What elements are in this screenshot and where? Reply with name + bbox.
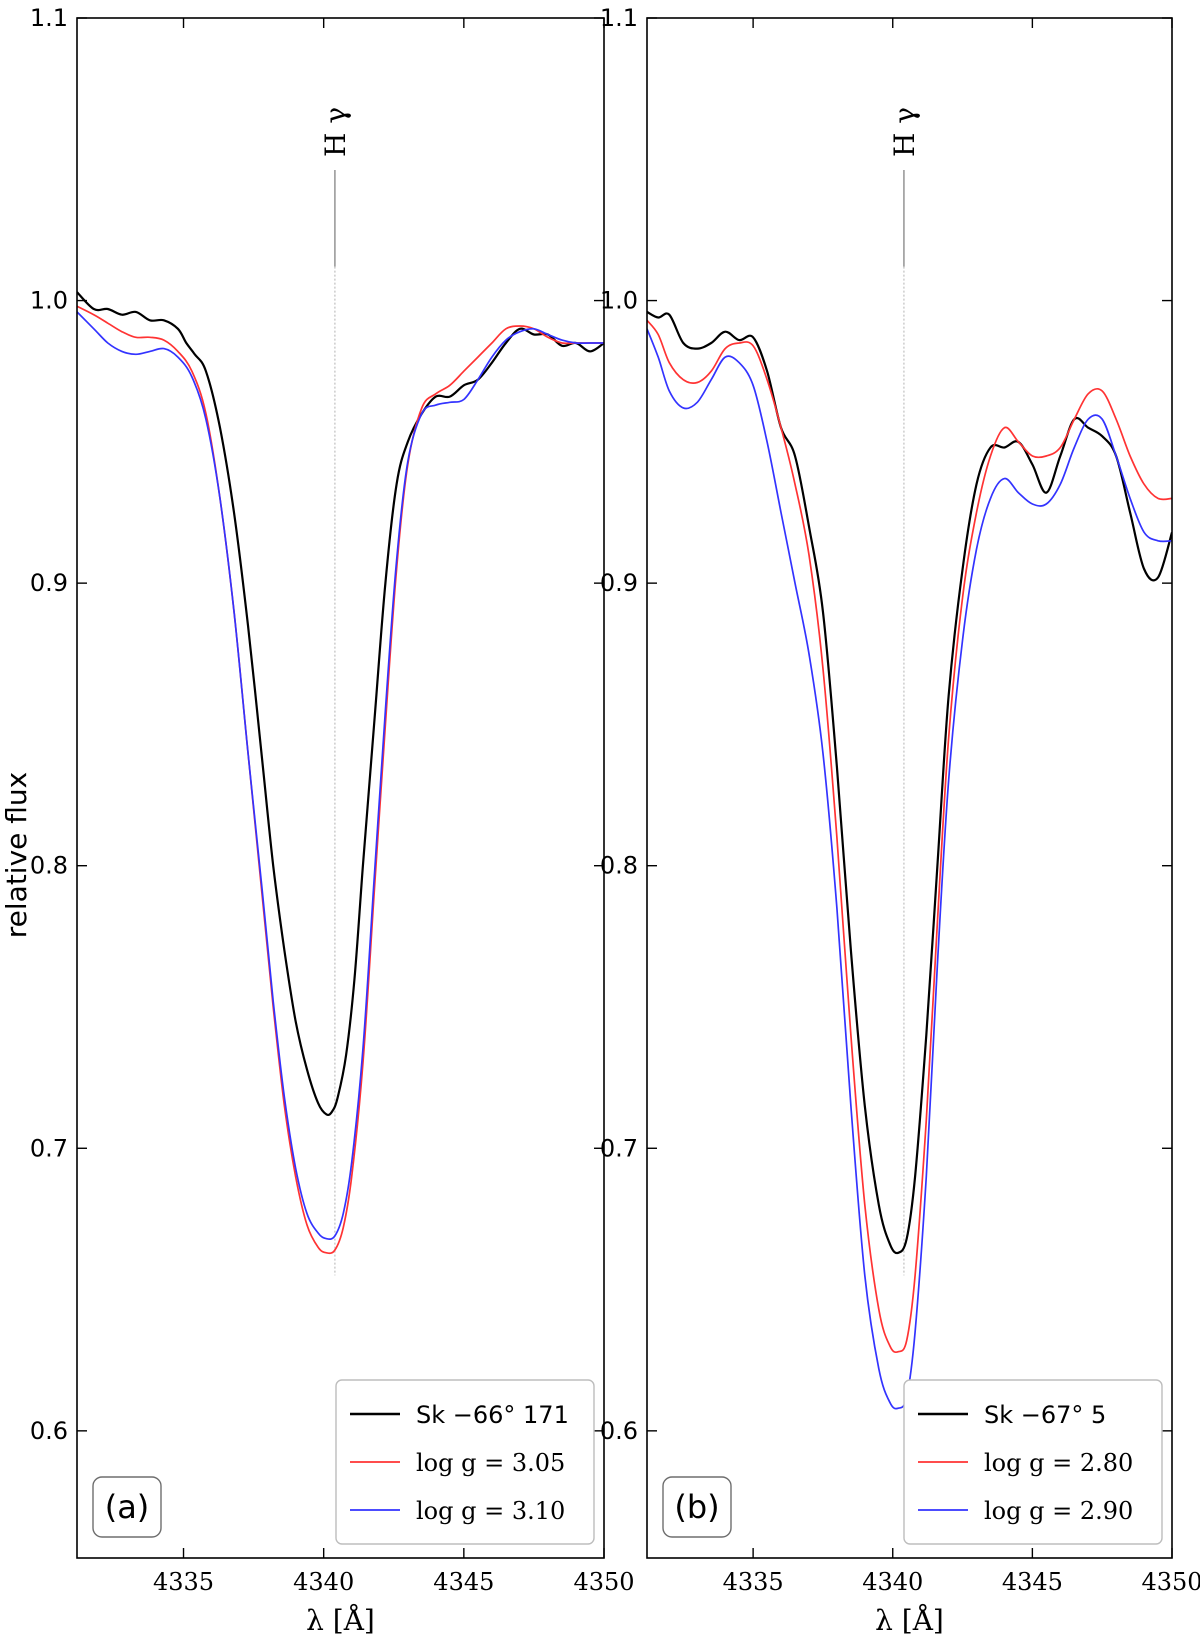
series-group [647, 310, 1172, 1410]
y-tick-label: 0.6 [600, 1417, 638, 1445]
x-axis-label: λ [Å] [306, 1604, 375, 1637]
line-annotation: H γ [319, 107, 352, 157]
y-tick-label: 0.9 [30, 569, 68, 597]
y-tick-label: 0.8 [600, 852, 638, 880]
panel-a: H γ 0.6 0.7 0.8 0.9 1.0 1.1 4335 4340 4345 4350 λ [… [30, 4, 635, 1637]
y-tick-label: 0.6 [30, 1417, 68, 1445]
y-tick-label: 1.0 [600, 287, 638, 315]
legend-label-0: Sk −66° 171 [416, 1401, 569, 1429]
series-line-2 [77, 311, 604, 1240]
y-tick-label: 0.7 [30, 1134, 68, 1162]
x-tick-label: 4345 [433, 1568, 494, 1596]
legend-label-2: log g = 3.10 [416, 1497, 565, 1525]
panel-tag-box [92, 1476, 162, 1538]
x-tick-label: 4335 [723, 1568, 784, 1596]
y-tick-label: 1.1 [600, 4, 638, 32]
series-line-1 [77, 305, 604, 1255]
y-tick-label: 1.1 [30, 4, 68, 32]
line-annotation: H γ [888, 107, 921, 157]
legend-box [335, 1379, 595, 1545]
legend-label-0: Sk −67° 5 [984, 1401, 1106, 1429]
panel-tag-label: (b) [674, 1488, 719, 1526]
series-line-2 [647, 328, 1172, 1410]
x-tick-label: 4350 [573, 1568, 634, 1596]
y-axis-label: relative flux [0, 772, 33, 938]
legend-label-2: log g = 2.90 [984, 1497, 1133, 1525]
series-group [77, 291, 604, 1255]
panel-tag-label: (a) [105, 1488, 150, 1526]
legend-box [903, 1379, 1163, 1545]
y-tick-label: 0.7 [600, 1134, 638, 1162]
x-tick-label: 4345 [1002, 1568, 1063, 1596]
x-tick-label: 4340 [293, 1568, 354, 1596]
plot-frame [76, 17, 605, 1559]
series-line-0 [77, 291, 604, 1117]
legend-label-1: log g = 3.05 [416, 1449, 565, 1477]
panel-tag-box [662, 1476, 732, 1538]
x-tick-label: 4350 [1141, 1568, 1200, 1596]
y-tick-label: 0.9 [600, 569, 638, 597]
x-axis-label: λ [Å] [875, 1604, 944, 1637]
x-tick-label: 4335 [153, 1568, 214, 1596]
y-tick-label: 0.8 [30, 852, 68, 880]
x-tick-label: 4340 [862, 1568, 923, 1596]
y-tick-label: 1.0 [30, 287, 68, 315]
plot-frame [646, 17, 1173, 1559]
panel-b: H γ 0.6 0.7 0.8 0.9 1.0 1.1 4335 4340 4345 4350 λ [… [600, 4, 1200, 1637]
series-line-0 [647, 310, 1172, 1255]
legend-label-1: log g = 2.80 [984, 1449, 1133, 1477]
series-line-1 [647, 319, 1172, 1354]
